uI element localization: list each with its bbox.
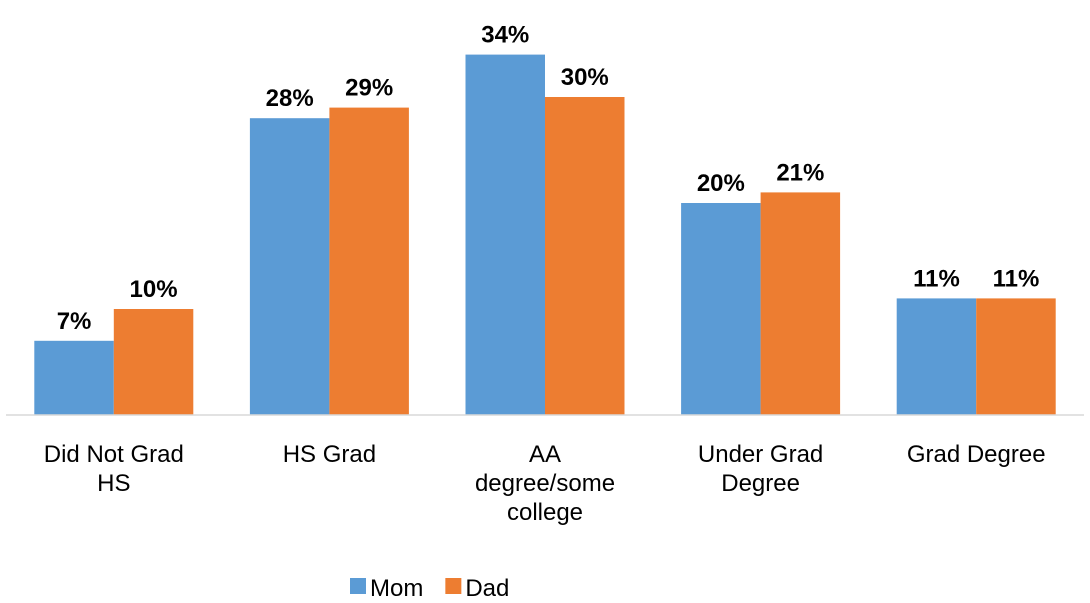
- bar: [329, 107, 409, 415]
- bar: [976, 298, 1056, 415]
- x-tick-label: Under Grad Degree: [697, 441, 824, 497]
- legend-swatch: [350, 578, 366, 594]
- data-label: 11%: [913, 265, 960, 292]
- data-label: 7%: [57, 308, 92, 335]
- data-label: 30%: [561, 64, 609, 91]
- bar: [896, 298, 977, 415]
- legend-label: Dad: [465, 575, 509, 602]
- data-label: 21%: [776, 159, 824, 186]
- bar: [249, 118, 330, 415]
- bar: [760, 192, 841, 415]
- legend-swatch: [445, 578, 462, 594]
- data-label: 10%: [130, 276, 178, 303]
- x-tick-label: Grad Degree: [906, 441, 1046, 468]
- data-label: 11%: [993, 265, 1040, 292]
- x-tick-label: AA degree/some college: [474, 441, 616, 526]
- data-label: 28%: [266, 85, 314, 112]
- bar: [545, 97, 625, 415]
- bar: [465, 54, 545, 415]
- x-tick-label: Did Not Grad HS: [43, 441, 184, 497]
- data-label: 20%: [697, 170, 745, 197]
- legend-label: Mom: [370, 575, 423, 602]
- bar: [681, 203, 761, 415]
- bar: [113, 309, 194, 415]
- data-label: 34%: [481, 22, 529, 49]
- data-label: 29%: [345, 75, 393, 102]
- x-tick-label: HS Grad: [282, 441, 377, 468]
- bar: [34, 340, 114, 415]
